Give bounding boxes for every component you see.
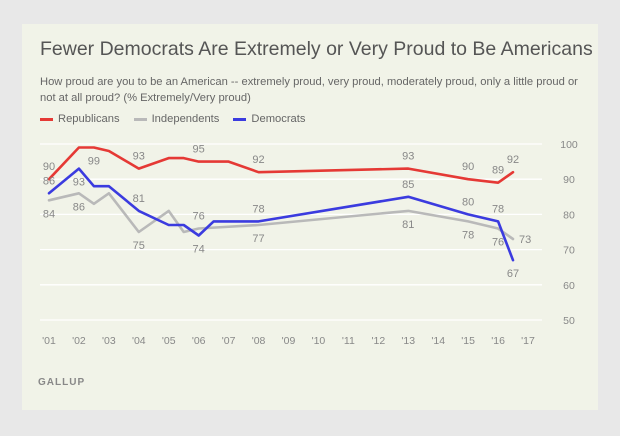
- data-label-democrats-2004: 81: [133, 193, 145, 205]
- x-tick-label-04: '04: [132, 335, 146, 347]
- data-label-republicans-2016: 89: [492, 165, 504, 177]
- data-label-democrats-2008: 78: [252, 203, 264, 215]
- data-label-independents-2001: 84: [43, 208, 55, 220]
- data-label-independents-2013: 81: [402, 219, 414, 231]
- x-tick-label-13: '13: [401, 335, 415, 347]
- chart-legend: Republicans Independents Democrats: [40, 113, 305, 125]
- legend-label-republicans: Republicans: [58, 113, 120, 125]
- legend-swatch-independents: [133, 117, 147, 121]
- data-label-republicans-2013: 93: [402, 151, 414, 163]
- y-tick-label-50: 50: [563, 315, 575, 327]
- x-tick-label-16: '16: [491, 335, 505, 347]
- data-label-democrats-2015: 80: [462, 196, 474, 208]
- series-line-democrats: [47, 167, 515, 262]
- x-tick-label-10: '10: [312, 335, 326, 347]
- x-tick-label-11: '11: [342, 335, 355, 347]
- legend-item-republicans: Republicans: [40, 113, 120, 125]
- y-tick-label-70: 70: [563, 245, 575, 257]
- legend-item-democrats: Democrats: [233, 113, 305, 125]
- y-tick-label-60: 60: [563, 280, 575, 292]
- x-tick-label-07: '07: [222, 335, 236, 347]
- chart-title: Fewer Democrats Are Extremely or Very Pr…: [40, 38, 593, 60]
- x-tick-label-02: '02: [72, 335, 86, 347]
- data-label-independents-2006: 76: [193, 210, 205, 222]
- line-chart: 50 60 70 80 90 100 '01 '02 '03 '04 '05 '06 '07 '08 '09…: [40, 139, 578, 347]
- legend-swatch-democrats: [233, 117, 247, 121]
- x-tick-label-05: '05: [162, 335, 176, 347]
- source-label: GALLUP: [38, 377, 86, 388]
- chart-card: Fewer Democrats Are Extremely or Very Pr…: [22, 24, 598, 410]
- legend-item-independents: Independents: [133, 113, 220, 125]
- x-tick-label-14: '14: [431, 335, 445, 347]
- data-label-republicans-2001: 90: [43, 161, 55, 173]
- data-label-republicans-2006: 95: [193, 144, 205, 156]
- x-tick-label-17: '17: [521, 335, 535, 347]
- x-tick-label-01: '01: [42, 335, 56, 347]
- chart-subtitle: How proud are you to be an American -- e…: [40, 76, 578, 104]
- series-line-republicans: [47, 146, 515, 184]
- x-tick-label-15: '15: [461, 335, 475, 347]
- data-label-democrats-2001: 86: [43, 175, 55, 187]
- y-tick-label-90: 90: [563, 174, 575, 186]
- data-label-democrats-2002: 93: [73, 177, 85, 189]
- data-label-democrats-2013: 85: [402, 179, 414, 191]
- data-label-independents-2015: 78: [462, 229, 474, 241]
- data-label-independents-2008: 77: [252, 233, 264, 245]
- data-label-democrats-2006: 74: [193, 244, 205, 256]
- data-label-republicans-2008: 92: [252, 154, 264, 166]
- data-label-democrats-2016: 78: [492, 203, 504, 215]
- data-label-independents-2004: 75: [133, 240, 145, 252]
- data-label-democrats-2016.5: 67: [507, 268, 519, 280]
- y-tick-label-100: 100: [560, 139, 578, 151]
- x-tick-label-06: '06: [192, 335, 206, 347]
- x-tick-label-03: '03: [102, 335, 116, 347]
- data-label-republicans-2016.5: 92: [507, 154, 519, 166]
- x-tick-label-09: '09: [282, 335, 296, 347]
- series-line-independents: [47, 192, 515, 241]
- data-label-republicans-2002.5: 99: [88, 156, 100, 168]
- x-tick-label-08: '08: [252, 335, 266, 347]
- data-label-republicans-2004: 93: [133, 151, 145, 163]
- data-label-independents-2002: 86: [73, 201, 85, 213]
- legend-swatch-republicans: [40, 117, 53, 121]
- y-tick-label-80: 80: [563, 209, 575, 221]
- data-label-independents-2016.5: 73: [519, 234, 531, 246]
- data-label-independents-2016: 76: [492, 236, 504, 248]
- legend-label-democrats: Democrats: [251, 113, 306, 125]
- data-label-republicans-2015: 90: [462, 161, 474, 173]
- legend-label-independents: Independents: [151, 113, 220, 125]
- x-tick-label-12: '12: [371, 335, 385, 347]
